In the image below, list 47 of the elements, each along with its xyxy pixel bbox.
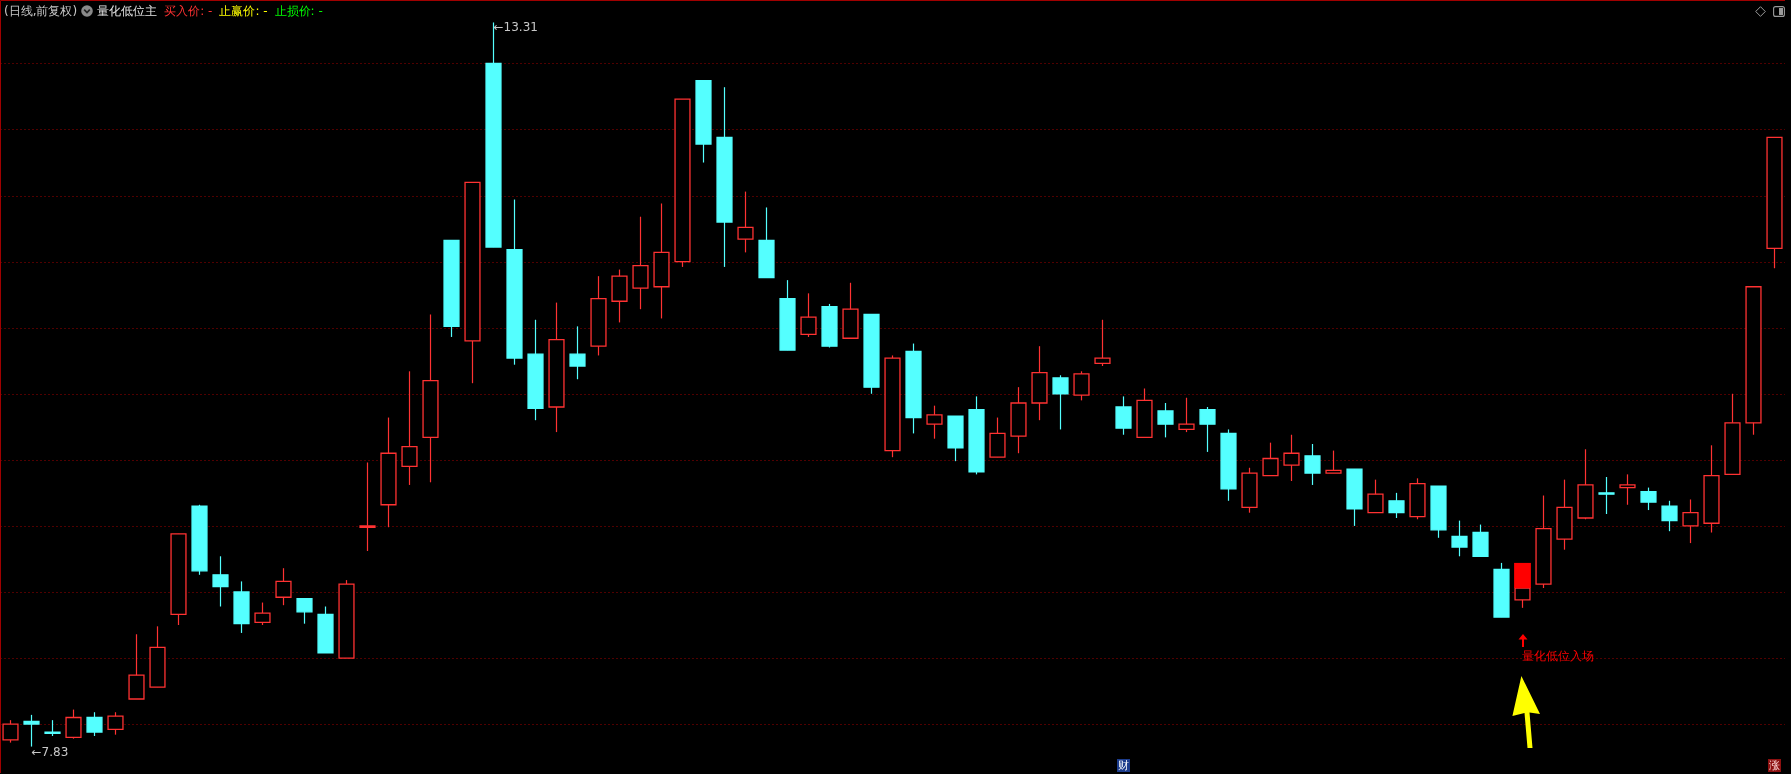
annotation: 买入价: - [164, 3, 213, 19]
candlestick [1115, 395, 1132, 436]
candlestick [1199, 406, 1216, 453]
candlestick [926, 405, 943, 440]
candlestick [254, 601, 271, 626]
candlestick [1472, 523, 1489, 557]
candlestick [989, 416, 1006, 458]
badge: 财 [1117, 759, 1130, 772]
candlestick [1682, 498, 1699, 544]
candlestick [1451, 520, 1468, 557]
candlestick [1598, 476, 1615, 515]
candlestick [1283, 434, 1300, 482]
candlestick [359, 461, 376, 552]
candlestick [275, 567, 292, 606]
candlestick [569, 325, 586, 380]
annotation: ←13.31 [493, 20, 538, 35]
candlestick [23, 714, 40, 748]
chart-subtitle: 量化低位主 [97, 3, 158, 19]
candlestick [86, 711, 103, 737]
candlestick [128, 633, 145, 700]
candlestick [1157, 402, 1174, 438]
candlestick [737, 191, 754, 253]
annotation: 量化低位入场 [1521, 648, 1594, 663]
candlestick [1640, 486, 1657, 511]
candlestick [65, 708, 82, 740]
candlestick [632, 216, 649, 310]
candlestick [1262, 442, 1279, 477]
candlestick [401, 370, 418, 486]
chart-title: (日线,前复权) [4, 3, 78, 19]
candlestick [1367, 479, 1384, 514]
candlestick [212, 555, 229, 608]
candlestick [1304, 443, 1321, 486]
candlestick [1661, 500, 1678, 532]
candlestick [1073, 370, 1090, 401]
candlestick [1619, 473, 1636, 506]
annotation: ←7.83 [31, 744, 69, 759]
badge: 涨 [1768, 759, 1781, 772]
candlestick [296, 597, 313, 625]
candlestick [107, 711, 124, 736]
candlestick [800, 292, 817, 338]
candlestick [1388, 492, 1405, 519]
candlestick [1094, 319, 1111, 367]
candlestick [1052, 374, 1069, 431]
candlestick [1178, 397, 1195, 433]
annotation: 止损价: - [274, 3, 323, 19]
candlestick [1325, 449, 1342, 474]
annotation: 止赢价: - [219, 3, 268, 19]
